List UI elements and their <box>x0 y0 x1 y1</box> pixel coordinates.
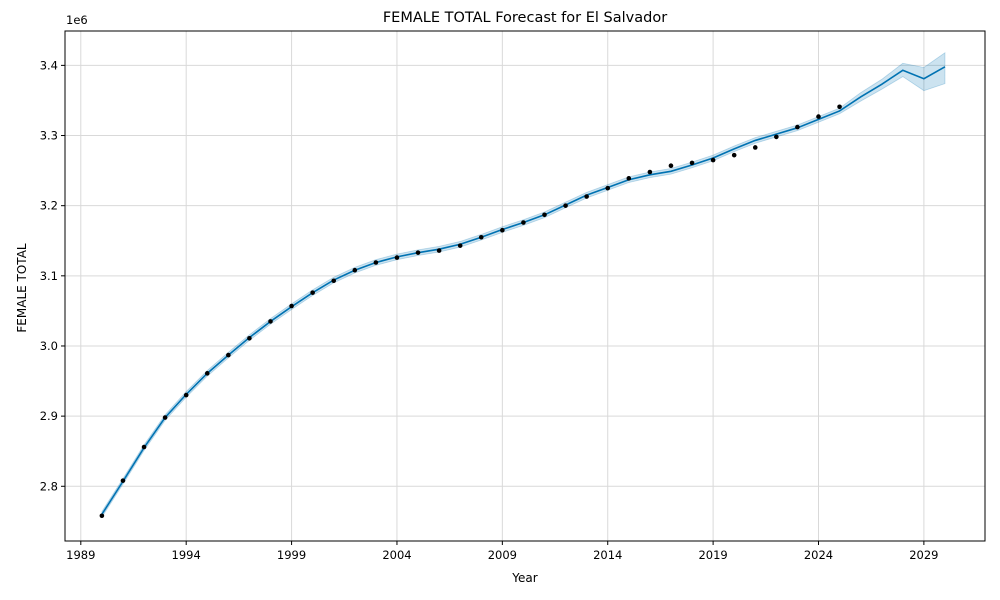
observed-point <box>99 513 105 519</box>
observed-point <box>584 194 589 199</box>
y-tick-label: 3.2 <box>40 199 58 213</box>
y-offset-label: 1e6 <box>66 13 88 27</box>
x-tick-label: 2019 <box>698 548 727 562</box>
uncertainty-interval-band <box>101 51 946 519</box>
observed-point <box>563 203 568 208</box>
observed-point <box>626 176 632 181</box>
observed-point <box>289 303 294 309</box>
x-tick-label: 2024 <box>804 548 833 562</box>
x-tick-label: 1999 <box>277 548 306 562</box>
observed-point <box>247 335 252 341</box>
observed-point <box>668 163 674 168</box>
y-axis-ticks: 2.8 2.9 3.0 3.1 3.2 3.3 3.4 <box>40 58 65 493</box>
observed-point <box>415 250 421 255</box>
y-tick-label: 3.0 <box>40 339 58 353</box>
observed-point <box>816 114 821 119</box>
observed-point <box>162 415 168 420</box>
observed-point <box>500 227 505 233</box>
observed-point <box>394 255 400 260</box>
observed-point <box>542 212 547 218</box>
observed-point <box>310 290 315 295</box>
x-axis-label: Year <box>511 571 537 585</box>
observed-point <box>710 157 716 163</box>
y-tick-label: 3.1 <box>40 269 58 283</box>
observed-point <box>331 278 337 284</box>
x-axis-ticks: 1989 1994 1999 2004 2009 2014 2019 2024 2029 <box>66 541 939 562</box>
y-tick-label: 3.3 <box>40 129 58 143</box>
x-tick-label: 2014 <box>593 548 622 562</box>
chart-title: FEMALE TOTAL Forecast for El Salvador <box>383 10 667 26</box>
observed-point <box>226 352 231 358</box>
y-tick-label: 2.9 <box>40 409 58 423</box>
x-tick-label: 1994 <box>172 548 201 562</box>
observed-point <box>436 248 442 253</box>
y-tick-label: 3.4 <box>40 58 58 72</box>
observed-point <box>478 234 484 240</box>
observed-point <box>689 160 695 166</box>
y-axis-label: FEMALE TOTAL <box>15 243 29 333</box>
x-tick-label: 2029 <box>909 548 938 562</box>
x-tick-label: 1989 <box>66 548 95 562</box>
x-tick-label: 2009 <box>488 548 517 562</box>
plot-frame <box>64 30 986 542</box>
observed-point <box>457 243 463 248</box>
observed-point <box>120 478 126 483</box>
observed-points <box>99 104 842 519</box>
observed-point <box>183 392 189 398</box>
observed-point <box>647 169 653 175</box>
observed-point <box>795 124 800 130</box>
observed-point <box>521 220 526 225</box>
x-tick-label: 2004 <box>382 548 411 562</box>
y-tick-label: 2.8 <box>40 479 58 493</box>
observed-point <box>752 145 758 150</box>
observed-point <box>352 267 358 273</box>
observed-point <box>204 371 210 376</box>
observed-point <box>268 319 273 324</box>
observed-point <box>731 152 737 158</box>
grid-lines <box>65 31 985 541</box>
observed-point <box>774 134 779 140</box>
observed-point <box>837 104 842 110</box>
observed-point <box>141 444 147 450</box>
observed-point <box>605 185 611 191</box>
observed-point <box>373 260 379 265</box>
